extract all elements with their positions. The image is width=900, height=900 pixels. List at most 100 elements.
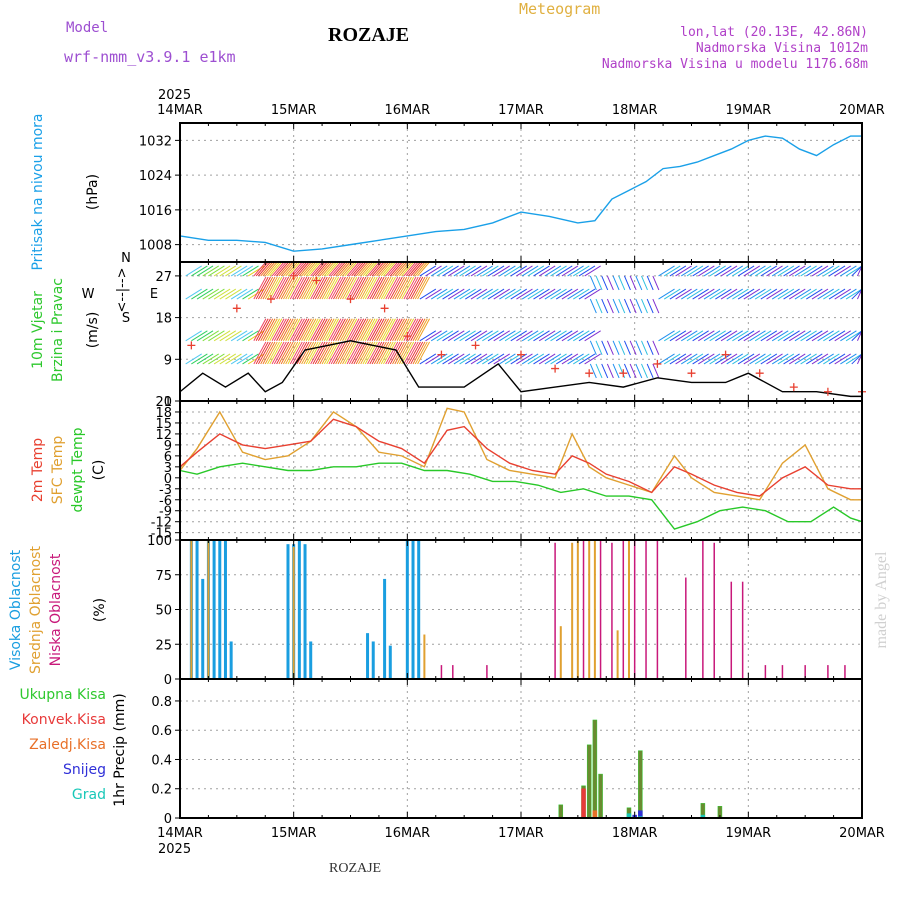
wind-barb xyxy=(800,265,817,277)
wind-barb xyxy=(401,341,415,365)
precip-legend-label: Ukupna Kisa xyxy=(19,687,106,703)
date-label-top: 18MAR xyxy=(612,103,658,118)
wind-barb xyxy=(578,265,596,277)
wind-barb xyxy=(652,363,660,379)
wind-barb xyxy=(348,276,362,300)
wind-barb xyxy=(367,261,380,277)
wind-barb xyxy=(287,341,301,365)
wind-barb xyxy=(629,275,637,291)
wind-barb xyxy=(675,353,692,365)
wind-barb xyxy=(348,318,362,342)
wind-barb xyxy=(766,353,783,365)
wind-barb xyxy=(800,288,817,300)
wind-barb xyxy=(555,288,573,300)
wind-barb xyxy=(258,261,271,277)
wind-barb xyxy=(493,288,510,300)
wind-barb xyxy=(720,353,738,365)
wind-barb xyxy=(550,353,567,365)
wind-barb xyxy=(453,288,471,300)
wind-barb xyxy=(262,341,276,365)
wind-barb xyxy=(504,353,522,365)
y-tick-label: -3 xyxy=(159,483,172,498)
year-label-bottom: 2025 xyxy=(158,842,191,857)
wind-barb xyxy=(698,353,715,365)
wind-gust-marker xyxy=(403,332,412,341)
y-tick-label: 0.8 xyxy=(151,695,172,710)
wind-barb xyxy=(589,340,597,355)
page-title: ROZAJE xyxy=(328,24,410,46)
wind-barb xyxy=(499,353,516,365)
wind-barb xyxy=(823,265,840,277)
high-cloud-bar xyxy=(223,540,227,679)
wind-barb xyxy=(230,288,248,300)
cloud-axis-label-1: Visoka Oblacnost xyxy=(8,549,24,670)
total-precip-bar xyxy=(598,773,603,819)
compass-east: E xyxy=(150,287,158,302)
wind-barb xyxy=(260,276,274,300)
y-tick-label: 0.4 xyxy=(151,753,172,768)
wind-barb xyxy=(845,265,863,277)
wind-barb xyxy=(806,353,823,365)
wind-barb xyxy=(328,276,342,300)
wind-barb xyxy=(601,298,609,314)
wind-barb xyxy=(726,265,744,277)
wind-barb xyxy=(442,353,459,365)
low-cloud-bar xyxy=(781,665,784,679)
wind-barb xyxy=(521,353,539,365)
wind-barb xyxy=(255,318,269,342)
y-tick-label: 0.6 xyxy=(151,724,172,739)
wind-barb xyxy=(641,363,648,379)
wind-barb xyxy=(303,261,317,277)
frozen-precip-bar xyxy=(592,810,598,819)
wind-barb xyxy=(436,265,454,277)
wind-barb xyxy=(777,288,795,300)
wind-barb xyxy=(287,261,301,277)
wind-barb xyxy=(544,288,562,300)
wind-barb xyxy=(499,330,516,342)
wind-barb xyxy=(387,318,401,342)
wind-barb xyxy=(267,261,280,277)
wind-barb xyxy=(289,341,303,365)
wind-barb xyxy=(425,330,442,342)
wind-barb xyxy=(521,288,539,300)
wind-barb xyxy=(567,265,584,277)
wind-speed-line xyxy=(179,340,862,398)
wind-barb xyxy=(383,341,396,365)
wind-barb xyxy=(191,330,208,342)
wind-barb xyxy=(378,318,392,342)
wind-barb xyxy=(629,340,637,355)
wind-barb xyxy=(521,330,539,342)
wind-barb xyxy=(351,318,365,342)
wind-barb xyxy=(328,341,342,365)
low-cloud-bar xyxy=(633,540,636,679)
wind-barb xyxy=(845,330,863,342)
wind-barb xyxy=(743,288,761,300)
wind-barb xyxy=(686,353,704,365)
wind-barb xyxy=(754,288,772,300)
wind-barb xyxy=(321,318,335,342)
wind-barb xyxy=(783,330,800,342)
wind-barb xyxy=(732,288,749,300)
wind-barb xyxy=(606,275,614,291)
wind-barb xyxy=(606,340,614,355)
wind-barb xyxy=(308,341,321,365)
wind-barb xyxy=(465,330,482,342)
wind-barb xyxy=(606,298,614,314)
wind-barb xyxy=(358,318,371,342)
wind-barb xyxy=(794,288,812,300)
wind-barb xyxy=(737,288,755,300)
mid-cloud-bar xyxy=(627,540,630,679)
wind-barb xyxy=(355,318,369,342)
wind-barb xyxy=(326,276,340,300)
wind-barb xyxy=(387,261,401,277)
mid-cloud-bar xyxy=(292,546,295,679)
wind-barb xyxy=(811,288,829,300)
panel-frame xyxy=(179,678,863,819)
footer-station: ROZAJE xyxy=(329,861,382,876)
wind-barb xyxy=(294,341,308,365)
wind-barb xyxy=(453,330,471,342)
total-precip-bar xyxy=(592,719,598,819)
wind-barb xyxy=(351,261,365,277)
wind-barb xyxy=(273,318,287,342)
wind-barb xyxy=(482,288,499,300)
